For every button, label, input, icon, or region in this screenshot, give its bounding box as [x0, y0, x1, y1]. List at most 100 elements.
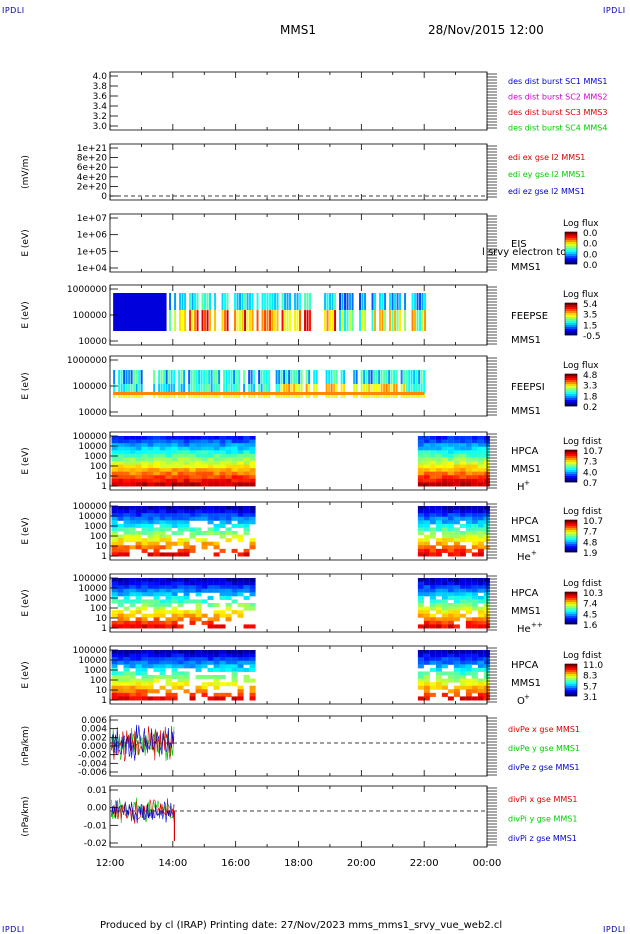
ytick-label: 0.000: [81, 742, 107, 752]
colorbar-tick: 7.3: [583, 458, 597, 468]
ytick-label: 3.8: [93, 82, 108, 92]
colorbar-tick: 3.1: [583, 693, 597, 703]
colorbar: [564, 231, 578, 265]
ytick-label: 100000: [73, 502, 108, 512]
ytick-label: 1: [101, 624, 107, 634]
colorbar-tick: 3.3: [583, 382, 597, 392]
colorbar-tick: -0.5: [583, 332, 601, 342]
ytick-label: -0.01: [84, 821, 107, 831]
ytick-label: -0.002: [78, 751, 107, 761]
colorbar-tick: 0.0: [583, 261, 598, 271]
colorbar-title: Log flux: [563, 290, 599, 300]
colorbar-tick: 10.7: [583, 517, 603, 527]
colorbar: [564, 591, 578, 625]
ytick-label: 10000: [78, 337, 107, 347]
ytick-label: 100000: [73, 432, 108, 442]
legend-entry: divPe z gse MMS1: [508, 763, 579, 772]
colorbar-tick: 7.7: [583, 528, 597, 538]
ylabel: (nPa/km): [21, 726, 31, 766]
colorbar: [564, 373, 578, 407]
legend-entry: divPi x gse MMS1: [508, 795, 577, 804]
ytick-label: 10000: [78, 656, 107, 666]
ytick-label: 10000: [78, 584, 107, 594]
ytick-label: 10000: [78, 442, 107, 452]
series-2: [111, 725, 175, 762]
spacecraft-label: MMS1: [511, 678, 541, 689]
legend-entry: edi ez gse l2 MMS1: [508, 187, 585, 196]
panel-5-data: [113, 370, 426, 398]
ytick-label: 10: [96, 614, 108, 624]
ylabel: E (eV): [21, 229, 31, 256]
panel-8-data: [111, 578, 490, 629]
instrument-label: HPCA: [511, 588, 539, 599]
legend-entry: des dist burst SC1 MMS1: [508, 77, 607, 86]
ytick-label: 1: [101, 552, 107, 562]
ytick-label: 100000: [73, 574, 108, 584]
ylabel: E (eV): [21, 447, 31, 474]
instrument-label: FEEPSI: [511, 382, 545, 393]
ytick-label: 1e+06: [77, 231, 108, 241]
header-spacecraft: MMS1: [280, 23, 316, 37]
colorbar: [564, 449, 578, 483]
colorbar-tick: 0.0: [583, 250, 598, 260]
ytick-label: 1000: [84, 522, 107, 532]
species-charge: +: [531, 549, 537, 557]
colorbar-tick: 8.3: [583, 672, 597, 682]
ytick-label: 1e+21: [77, 144, 107, 154]
ytick-label: 1000: [84, 594, 107, 604]
panel-6-data: [111, 436, 490, 487]
time-label: 14:00: [158, 858, 187, 869]
legend-entry: des dist burst SC4 MMS4: [508, 124, 607, 133]
ytick-label: 1000000: [67, 356, 107, 366]
colorbar-tick: 1.5: [583, 321, 597, 331]
corner-tag-top-left: IPDLI: [2, 6, 25, 15]
time-label: 22:00: [410, 858, 439, 869]
legend-entry: des dist burst SC2 MMS2: [508, 93, 607, 102]
ytick-label: 10: [96, 542, 108, 552]
ytick-label: 3.6: [93, 92, 108, 102]
instrument-label: HPCA: [511, 516, 539, 527]
panel-frame: [109, 213, 488, 273]
ytick-label: 0.004: [81, 725, 107, 735]
species-charge: ++: [531, 621, 543, 629]
species-charge: +: [524, 693, 530, 701]
colorbar-title: Log flux: [563, 361, 599, 371]
colorbar-title: Log fdist: [563, 579, 602, 589]
corner-tag-bottom-right: IPDLI: [603, 925, 626, 934]
panel-5: 1000000 100000 10000 E (eV) FEEPSI MMS1 Log fl…: [21, 355, 599, 418]
ytick-label: 3.2: [93, 112, 107, 122]
colorbar-tick: 1.6: [583, 621, 598, 631]
panel-3: 1e+07 1e+06 1e+05 1e+04 E (eV) EIS MMS1 l srvy …: [21, 213, 599, 274]
ytick-label: 1: [101, 696, 107, 706]
ytick-label: 0.00: [87, 804, 107, 814]
colorbar-title: Log fdist: [563, 651, 602, 661]
ytick-label: 10: [96, 686, 108, 696]
corner-tag-top-right: IPDLI: [603, 6, 626, 15]
ytick-label: 4.0: [93, 72, 108, 82]
spacecraft-label: MMS1: [511, 534, 541, 545]
colorbar-tick: 5.7: [583, 682, 597, 692]
panel-9-data: [111, 650, 490, 701]
instrument-label: HPCA: [511, 660, 539, 671]
panel-11: 0.01 0.00 -0.01 -0.02 (nPa/km) divPi x gse MM…: [21, 785, 577, 849]
species-label: He: [517, 552, 531, 563]
colorbar-tick: 0.7: [583, 479, 597, 489]
species-label: O: [517, 696, 525, 707]
ytick-label: 6e+20: [77, 163, 108, 173]
instrument-label: EIS: [511, 239, 527, 250]
colorbar-tick: 7.4: [583, 600, 598, 610]
ytick-label: 2e+20: [77, 182, 108, 192]
ytick-label: -0.02: [84, 839, 107, 849]
colorbar-tick: 10.7: [583, 447, 603, 457]
spacecraft-label: MMS1: [511, 262, 541, 273]
ytick-label: 0.01: [87, 786, 107, 796]
ytick-label: 100000: [73, 646, 108, 656]
ytick-label: 10: [96, 472, 108, 482]
ytick-label: 1e+05: [77, 247, 107, 257]
colorbar-tick: 0.0: [583, 240, 598, 250]
ylabel: E (eV): [21, 301, 31, 328]
legend-entry: edi ex gse l2 MMS1: [508, 153, 585, 162]
colorbar-tick: 0.2: [583, 403, 597, 413]
